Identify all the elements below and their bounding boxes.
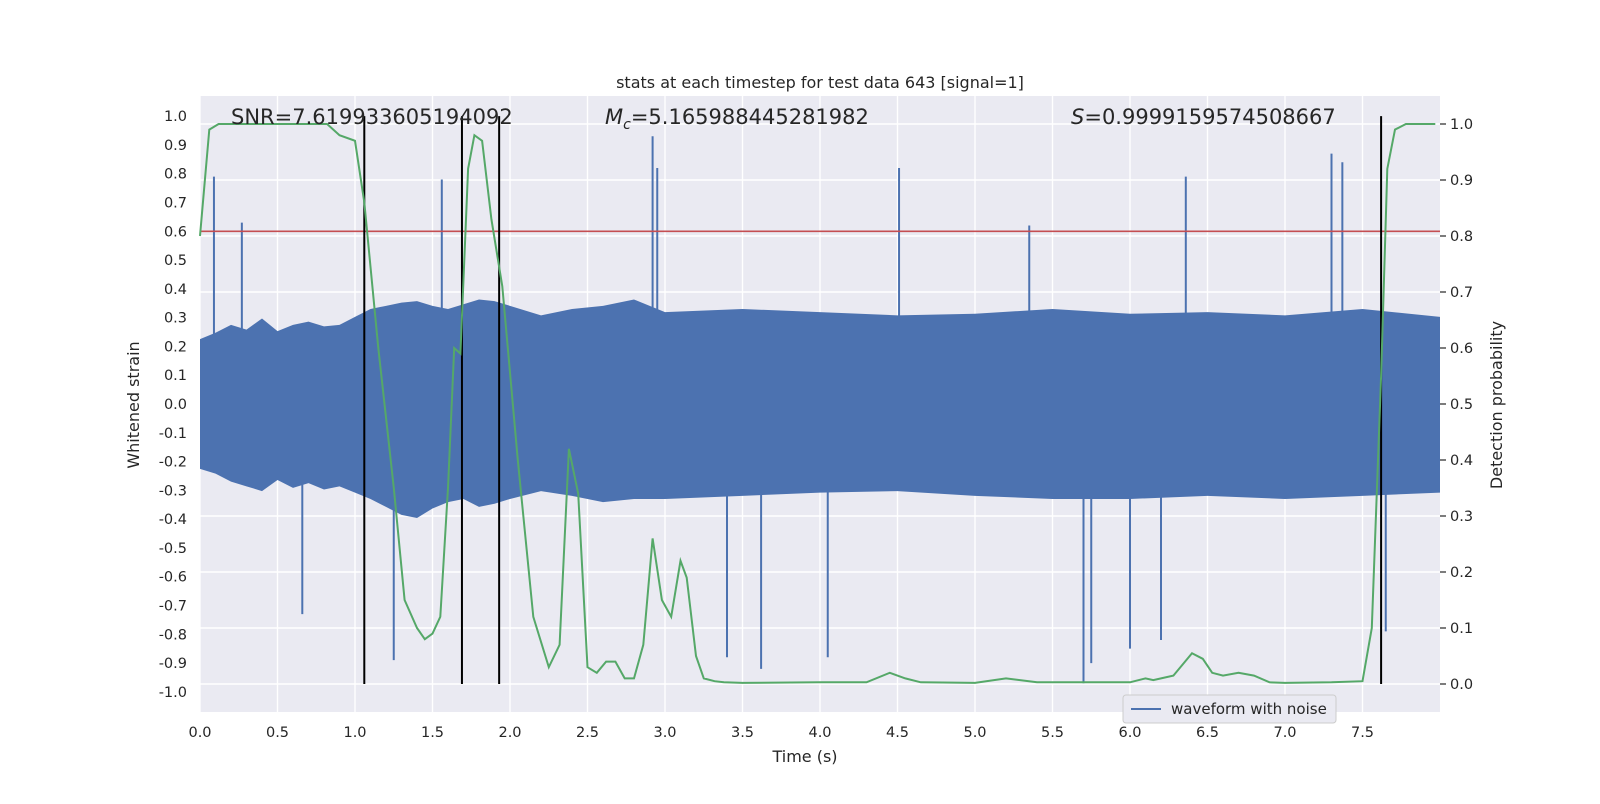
x-tick-label: 4.5 [886, 725, 909, 741]
y-tick-label: -0.1 [159, 426, 187, 442]
x-tick-label: 1.0 [343, 725, 366, 741]
y-tick-label: 0.2 [164, 339, 187, 355]
y-tick-label: 0.3 [164, 311, 187, 327]
x-tick-label: 7.0 [1273, 725, 1296, 741]
snr-annotation: SNR=7.619933605194092 [231, 105, 513, 129]
y-tick-label: 1.0 [164, 109, 187, 125]
x-tick-label: 5.5 [1041, 725, 1064, 741]
x-tick-label: 2.0 [498, 725, 521, 741]
y-tick-label: -0.8 [159, 627, 187, 643]
s-annotation: S=0.9999159574508667 [1071, 105, 1336, 129]
mc-annotation: Mc=5.165988445281982 [605, 105, 869, 133]
y2-tick-label: 0.0 [1450, 677, 1473, 693]
y2-tick-label: 0.2 [1450, 565, 1473, 581]
y-axis-label: Whitened strain [124, 341, 143, 468]
y-tick-label: 0.8 [164, 167, 187, 183]
legend-label: waveform with noise [1171, 700, 1327, 718]
y2-tick-label: 0.6 [1450, 341, 1473, 357]
x-tick-label: 7.5 [1351, 725, 1374, 741]
y2-tick-label: 1.0 [1450, 117, 1473, 133]
mc-value: =5.165988445281982 [631, 105, 869, 129]
x-tick-label: 2.5 [576, 725, 599, 741]
y-tick-label: -0.7 [159, 598, 187, 614]
y2-tick-label: 0.3 [1450, 509, 1473, 525]
y-tick-label: -0.4 [159, 512, 187, 528]
y-ticks: 1.0 0.9 0.8 0.7 0.6 0.5 0.4 0.3 0.2 0.1 0.0 -0.1 -0.… [159, 109, 187, 701]
y-tick-label: 0.6 [164, 224, 187, 240]
s-symbol: S [1071, 105, 1084, 129]
y-tick-label: 0.9 [164, 138, 187, 154]
y-tick-label: -0.5 [159, 541, 187, 557]
waveform-layer [200, 136, 1440, 684]
x-axis-label: Time (s) [771, 747, 837, 766]
y-tick-label: -0.2 [159, 455, 187, 471]
x-ticks: 0.0 0.5 1.0 1.5 2.0 2.5 3.0 3.5 4.0 4.5 5.0 5.5 6.0 6… [188, 725, 1374, 741]
x-tick-label: 0.5 [266, 725, 289, 741]
x-tick-label: 6.0 [1118, 725, 1141, 741]
x-tick-label: 3.0 [653, 725, 676, 741]
y2-tick-label: 0.8 [1450, 229, 1473, 245]
y2-tick-label: 0.1 [1450, 621, 1473, 637]
y2-tick-label: 0.7 [1450, 285, 1473, 301]
x-tick-label: 4.0 [808, 725, 831, 741]
y-tick-label: 0.5 [164, 253, 187, 269]
y-tick-label: -0.9 [159, 656, 187, 672]
legend-box [1122, 694, 1337, 724]
y2-axis-label: Detection probability [1487, 321, 1506, 489]
y-tick-label: -0.3 [159, 483, 187, 499]
y-tick-label: -0.6 [159, 570, 187, 586]
y2-tick-label: 0.4 [1450, 453, 1473, 469]
x-tick-label: 6.5 [1196, 725, 1219, 741]
y-tick-label: -1.0 [159, 685, 187, 701]
chart-title: stats at each timestep for test data 643… [616, 73, 1024, 92]
y2-tick-label: 0.9 [1450, 173, 1473, 189]
mc-subscript: c [623, 117, 631, 133]
mc-symbol: M [605, 105, 623, 129]
x-tick-label: 3.5 [731, 725, 754, 741]
y-tick-label: 0.0 [164, 397, 187, 413]
y-tick-label: 0.4 [164, 282, 187, 298]
x-tick-label: 5.0 [963, 725, 986, 741]
s-value: =0.9999159574508667 [1084, 105, 1335, 129]
legend: waveform with noise [1122, 694, 1337, 724]
y2-ticks: 1.0 0.9 0.8 0.7 0.6 0.5 0.4 0.3 0.2 0.1 0.0 [1440, 117, 1473, 693]
probability-line [199, 123, 1436, 684]
y-tick-label: 0.1 [164, 368, 187, 384]
x-tick-label: 1.5 [421, 725, 444, 741]
y2-tick-label: 0.5 [1450, 397, 1473, 413]
x-tick-label: 0.0 [188, 725, 211, 741]
y-tick-label: 0.7 [164, 196, 187, 212]
